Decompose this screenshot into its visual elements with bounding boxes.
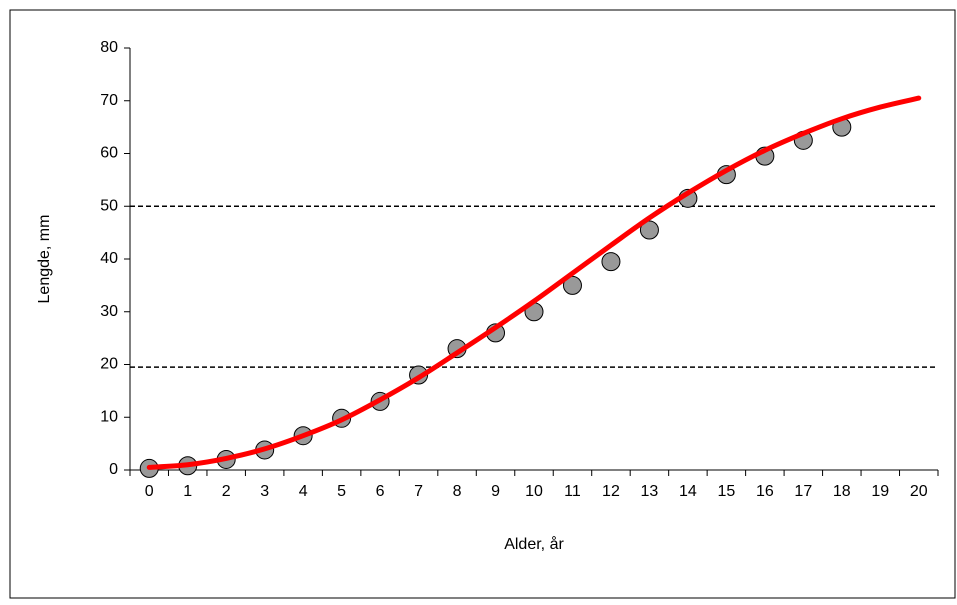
y-tick-label: 20 xyxy=(100,356,118,373)
x-tick-label: 9 xyxy=(491,483,500,500)
x-tick-label: 15 xyxy=(717,483,735,500)
x-tick-label: 20 xyxy=(910,483,928,500)
y-tick-label: 0 xyxy=(109,461,118,478)
x-tick-label: 13 xyxy=(641,483,659,500)
x-tick-label: 4 xyxy=(299,483,308,500)
x-tick-label: 3 xyxy=(260,483,269,500)
y-tick-label: 50 xyxy=(100,197,118,214)
x-tick-label: 8 xyxy=(453,483,462,500)
chart-border xyxy=(9,9,956,599)
x-tick-label: 17 xyxy=(794,483,812,500)
x-tick-label: 18 xyxy=(833,483,851,500)
y-tick-label: 10 xyxy=(100,408,118,425)
data-point xyxy=(601,252,621,272)
x-tick-label: 5 xyxy=(337,483,346,500)
x-tick-label: 11 xyxy=(564,483,581,500)
x-tick-label: 0 xyxy=(145,483,154,500)
x-tick-label: 10 xyxy=(525,483,543,500)
y-tick-label: 70 xyxy=(100,92,118,109)
x-tick-label: 2 xyxy=(222,483,231,500)
x-tick-label: 19 xyxy=(871,483,889,500)
x-tick-label: 16 xyxy=(756,483,774,500)
data-point xyxy=(562,275,582,295)
x-tick-label: 6 xyxy=(376,483,385,500)
y-tick-label: 40 xyxy=(100,250,118,267)
fit-line xyxy=(146,95,922,470)
x-axis-label: Alder, år xyxy=(504,535,564,553)
y-tick-label: 80 xyxy=(100,39,118,56)
data-point xyxy=(639,220,659,240)
y-tick-label: 60 xyxy=(100,145,118,162)
x-tick-label: 7 xyxy=(414,483,423,500)
x-tick-label: 12 xyxy=(602,483,620,500)
x-tick-label: 1 xyxy=(183,483,192,500)
y-tick-label: 30 xyxy=(100,303,118,320)
x-tick-label: 14 xyxy=(679,483,697,500)
y-axis-label: Lengde, mm xyxy=(36,215,53,304)
